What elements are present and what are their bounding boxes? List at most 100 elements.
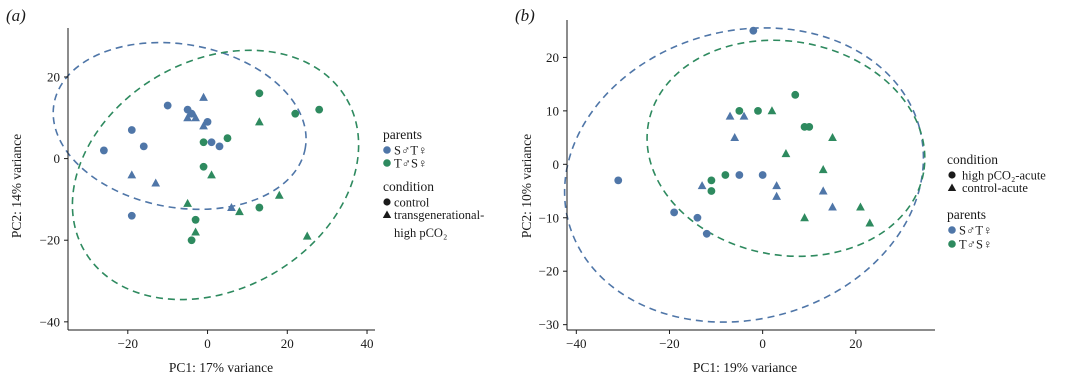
panel-a-x-axis-label: PC1: 17% variance	[169, 360, 273, 375]
panel-b-legend: condition high pCO₂-acute control-acute …	[947, 152, 1046, 252]
panel-b-point-green-triangle-23	[767, 106, 777, 115]
panel-b-y-tick-label: 0	[553, 157, 560, 172]
panel-b-point-green-triangle-24	[828, 132, 837, 142]
panel-a-point-blue-circle-0	[99, 146, 108, 155]
panel-b-point-green-circle-17	[791, 90, 800, 99]
panel-a-point-blue-triangle-10	[183, 113, 192, 122]
panel-a-point-green-triangle-32	[302, 231, 312, 240]
panel-b-point-green-triangle-27	[800, 213, 809, 222]
panel-a-point-green-circle-17	[199, 138, 208, 147]
panel-a-legend-title-parents: parents	[383, 127, 422, 142]
panel-b-point-blue-triangle-11	[772, 181, 781, 190]
panel-b-legend-title-condition: condition	[947, 152, 998, 167]
panel-a-y-tick-label: −40	[40, 314, 60, 329]
panel-b-point-green-circle-22	[707, 187, 716, 195]
panel-b-label: (b)	[515, 6, 535, 25]
panel-b-point-blue-triangle-12	[772, 191, 781, 200]
panel-a-x-tick-label: 20	[281, 336, 294, 351]
panel-a-point-blue-circle-3	[163, 101, 172, 110]
panel-b-point-blue-triangle-9	[730, 132, 740, 142]
panel-a-point-blue-circle-8	[215, 142, 224, 151]
panel-b-axes: −40 −20 0 20 −30 −20 −10 0 10 20	[539, 20, 935, 351]
panel-a-y-tick-label: 0	[54, 151, 61, 166]
panel-a-legend-title-condition: condition	[383, 179, 434, 194]
panel-a-legend-marker-blue	[383, 146, 391, 154]
panel-b-ellipse-green	[646, 39, 926, 258]
panel-b-y-tick-label: −30	[539, 317, 559, 332]
panel-b-point-green-circle-20	[721, 171, 730, 179]
panel-b-x-tick-label: −20	[659, 336, 679, 351]
panel-a-axes: −20 0 20 40 −40 −20 0 20	[40, 28, 375, 351]
panel-a-point-blue-triangle-11	[191, 113, 200, 122]
panel-a-point-blue-circle-7	[207, 138, 216, 147]
panel-a-label: (a)	[6, 6, 26, 25]
panel-a-point-green-circle-18	[223, 134, 232, 143]
panel-b-legend-marker-circle	[948, 171, 956, 179]
panel-a-point-green-triangle-26	[255, 117, 264, 126]
panel-b-x-axis-label: PC1: 19% variance	[693, 360, 797, 375]
panel-b-ellipse-blue	[563, 27, 925, 323]
panel-a-point-green-circle-21	[187, 236, 196, 245]
panel-a-point-blue-circle-2	[139, 142, 148, 151]
panel-a-legend-label-control: control	[394, 196, 430, 210]
panel-b: (b) −40 −20 0 20 −30 −20 −10 0 10 20 PC1: 19% var…	[515, 6, 1046, 375]
panel-a-legend-label-transgenerational: transgenerational-	[394, 208, 484, 222]
panel-a-point-green-triangle-31	[274, 190, 284, 199]
panel-a-point-blue-triangle-16	[227, 202, 236, 212]
panel-a-y-axis-label: PC2: 14% variance	[9, 134, 24, 238]
panel-b-y-tick-label: 20	[546, 50, 559, 65]
panel-a-point-green-circle-25	[255, 203, 264, 212]
panel-b-point-green-circle-16	[754, 106, 762, 115]
panel-b-points	[614, 26, 875, 238]
panel-b-y-tick-label: −10	[539, 210, 559, 225]
panel-b-point-blue-circle-1	[614, 176, 623, 185]
panel-a-ellipses	[52, 41, 360, 301]
panel-b-point-green-circle-15	[735, 106, 744, 115]
panel-a-point-blue-triangle-15	[151, 178, 161, 187]
panel-a-legend-label-s-male-t-female: S♂T♀	[394, 144, 427, 158]
panel-b-point-blue-circle-5	[735, 171, 744, 179]
panel-a-legend-label-t-male-s-female: T♂S♀	[394, 157, 427, 171]
panel-a-point-green-circle-19	[199, 162, 208, 171]
panel-a-point-green-circle-23	[291, 109, 300, 118]
panel-a-ellipse-green	[71, 49, 360, 301]
panel-a-legend-label-high-pco2: high pCO₂	[394, 226, 447, 240]
panel-a-x-tick-label: 40	[361, 336, 374, 351]
panel-b-legend-label-high-pco2-acute: high pCO₂-acute	[962, 169, 1046, 183]
panel-a-point-blue-circle-6	[203, 117, 212, 126]
panel-a-point-blue-circle-5	[187, 109, 196, 118]
panel-b-point-green-triangle-28	[856, 202, 865, 211]
panel-b-point-blue-circle-2	[670, 208, 679, 217]
panel-b-point-green-triangle-29	[865, 218, 875, 227]
panel-b-x-tick-label: −40	[566, 336, 586, 351]
panel-b-point-green-circle-21	[707, 176, 716, 185]
panel-b-point-blue-circle-4	[702, 229, 711, 238]
panel-a-point-blue-triangle-12	[199, 92, 208, 101]
panel-b-legend-label-control-acute: control-acute	[962, 181, 1028, 195]
panel-b-point-blue-triangle-10	[697, 181, 707, 190]
panel-a-y-tick-label: 20	[47, 69, 60, 84]
panel-b-point-blue-triangle-14	[828, 202, 837, 211]
panel-a-point-green-circle-22	[255, 89, 264, 98]
panel-a-point-green-circle-20	[191, 215, 200, 224]
panel-b-legend-label-t-male-s-female: T♂S♀	[959, 238, 992, 252]
panel-b-legend-marker-triangle	[947, 183, 957, 191]
panel-b-x-tick-label: 20	[849, 336, 862, 351]
panel-b-point-blue-triangle-13	[818, 186, 828, 195]
panel-b-legend-title-parents: parents	[947, 207, 986, 222]
panel-a-point-blue-triangle-13	[199, 121, 208, 130]
panel-b-x-tick-label: 0	[759, 336, 766, 351]
panel-a-point-green-triangle-30	[235, 207, 244, 216]
panel-b-legend-label-s-male-t-female: S♂T♀	[959, 224, 992, 238]
panel-a-legend-marker-triangle	[382, 210, 392, 218]
panel-a-point-green-triangle-29	[191, 227, 200, 236]
panel-b-legend-marker-green	[948, 240, 956, 248]
panel-a-x-tick-label: −20	[118, 336, 138, 351]
panel-b-point-green-triangle-26	[818, 165, 828, 174]
panel-a-point-blue-circle-9	[127, 211, 136, 220]
panel-b-point-green-triangle-25	[781, 149, 791, 158]
panel-a-point-green-triangle-27	[207, 170, 216, 179]
panel-b-point-blue-circle-3	[693, 213, 702, 222]
